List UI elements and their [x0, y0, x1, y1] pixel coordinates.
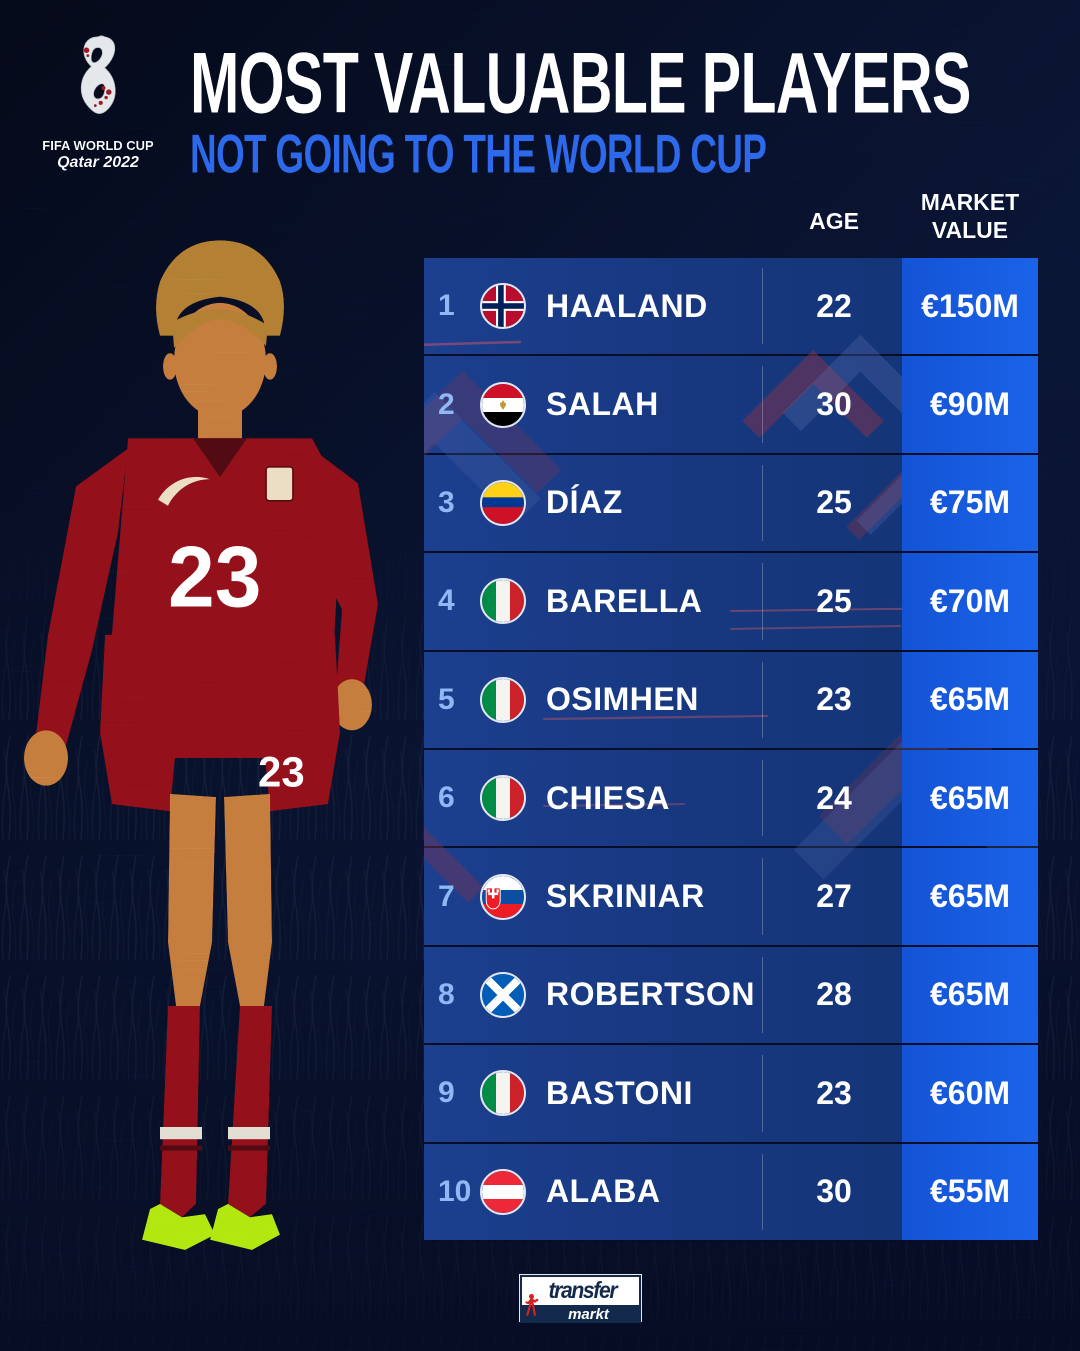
svg-text:23: 23 — [258, 749, 305, 797]
svg-text:23: 23 — [168, 529, 261, 625]
